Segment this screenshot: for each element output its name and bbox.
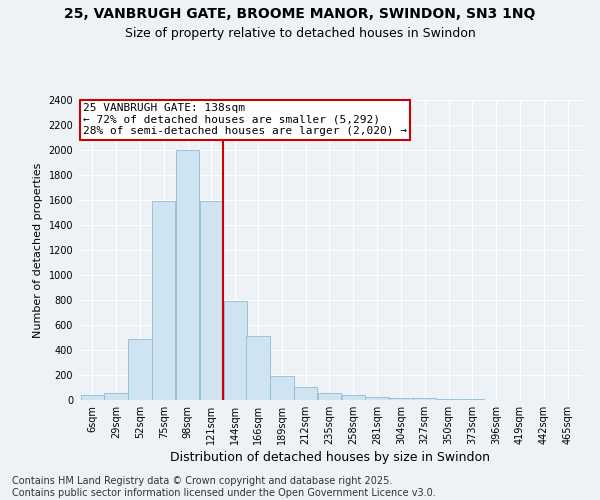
Bar [341, 395, 365, 400]
Bar [365, 397, 389, 400]
Text: Size of property relative to detached houses in Swindon: Size of property relative to detached ho… [125, 28, 475, 40]
Bar [104, 392, 128, 400]
Bar [461, 399, 484, 400]
Text: Contains HM Land Registry data © Crown copyright and database right 2025.
Contai: Contains HM Land Registry data © Crown c… [12, 476, 436, 498]
Bar [437, 399, 460, 400]
Bar [413, 398, 436, 400]
Bar [224, 301, 247, 400]
Bar [200, 201, 223, 400]
Text: 25, VANBRUGH GATE, BROOME MANOR, SWINDON, SN3 1NQ: 25, VANBRUGH GATE, BROOME MANOR, SWINDON… [64, 8, 536, 22]
Text: 25 VANBRUGH GATE: 138sqm
← 72% of detached houses are smaller (5,292)
28% of sem: 25 VANBRUGH GATE: 138sqm ← 72% of detach… [83, 103, 407, 136]
Bar [176, 150, 199, 400]
Bar [152, 201, 175, 400]
Bar [270, 376, 293, 400]
Text: Distribution of detached houses by size in Swindon: Distribution of detached houses by size … [170, 451, 490, 464]
Bar [294, 387, 317, 400]
Bar [318, 392, 341, 400]
Bar [247, 336, 269, 400]
Y-axis label: Number of detached properties: Number of detached properties [33, 162, 43, 338]
Bar [389, 398, 413, 400]
Bar [80, 395, 104, 400]
Bar [128, 339, 152, 400]
